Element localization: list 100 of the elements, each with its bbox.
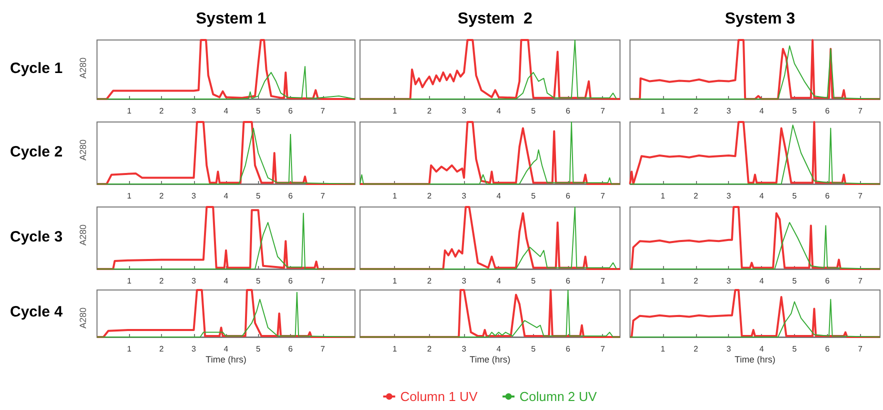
x-tick-label: 7 [320, 344, 326, 354]
x-tick-label: 5 [792, 192, 798, 200]
text: Cycle 4 [10, 304, 64, 320]
x-tick-label: 3 [726, 276, 732, 286]
x-tick-label: 5 [256, 276, 262, 286]
x-tick-label: 6 [288, 106, 294, 116]
x-tick-label: 3 [726, 192, 732, 200]
x-tick-label: 6 [825, 276, 830, 286]
x-tick-label: 1 [660, 106, 666, 116]
x-tick-label: 6 [288, 276, 294, 286]
y-axis-title: A280 [78, 57, 88, 79]
x-axis-title: Time (hrs) [206, 354, 246, 364]
x-tick-label: 6 [566, 344, 571, 354]
x-tick-label: 1 [660, 192, 666, 200]
x-tick-label: 7 [320, 192, 326, 200]
x-tick-label: 6 [566, 192, 571, 200]
x-tick-label: 2 [159, 344, 164, 354]
chart-title: System 2 [458, 10, 532, 28]
x-tick-label: 1 [392, 192, 398, 200]
x-tick-label: 5 [792, 276, 798, 286]
x-tick-label: 5 [531, 276, 536, 286]
x-tick-label: 1 [660, 276, 666, 286]
x-tick-label: 7 [600, 344, 606, 354]
x-tick-label: 6 [825, 192, 830, 200]
x-tick-label: 4 [496, 192, 502, 200]
x-tick-label: 1 [660, 344, 666, 354]
x-tick-label: 7 [600, 106, 606, 116]
x-tick-label: 1 [392, 276, 398, 286]
x-tick-label: 2 [427, 106, 432, 116]
x-tick-label: 2 [427, 276, 432, 286]
x-tick-label: 4 [759, 276, 764, 286]
x-tick-label: 1 [392, 106, 398, 116]
chart-title: System 1 [196, 10, 266, 28]
x-tick-label: 5 [531, 344, 536, 354]
x-tick-label: 3 [462, 106, 467, 116]
x-tick-label: 1 [127, 276, 132, 286]
x-tick-label: 2 [159, 106, 164, 116]
x-tick-label: 4 [224, 276, 229, 286]
x-tick-label: 6 [566, 106, 571, 116]
x-tick-label: 1 [127, 192, 132, 200]
x-tick-label: 6 [566, 276, 571, 286]
x-tick-label: 7 [600, 276, 606, 286]
x-axis-title: Time (hrs) [734, 354, 776, 364]
x-tick-label: 3 [192, 276, 197, 286]
x-tick-label: 5 [256, 192, 262, 200]
x-tick-label: 2 [694, 106, 699, 116]
y-axis-title: A280 [78, 139, 88, 161]
x-tick-label: 6 [825, 106, 830, 116]
x-tick-label: 3 [462, 344, 467, 354]
x-tick-label: 7 [320, 106, 326, 116]
x-tick-label: 5 [792, 106, 798, 116]
x-tick-label: 3 [192, 192, 197, 200]
x-tick-label: 2 [427, 344, 432, 354]
x-tick-label: 2 [694, 192, 699, 200]
x-axis-title: Time (hrs) [470, 354, 510, 364]
x-tick-label: 3 [726, 344, 732, 354]
x-tick-label: 6 [825, 344, 830, 354]
x-tick-label: 3 [192, 106, 197, 116]
x-tick-label: 4 [759, 192, 764, 200]
x-tick-label: 4 [496, 106, 502, 116]
x-tick-label: 2 [159, 192, 164, 200]
x-tick-label: 7 [858, 106, 864, 116]
y-axis-title: A280 [78, 307, 88, 329]
x-tick-label: 1 [127, 106, 132, 116]
x-tick-label: 5 [531, 192, 536, 200]
x-tick-label: 1 [127, 344, 132, 354]
x-tick-label: 3 [462, 192, 467, 200]
x-tick-label: 5 [256, 106, 262, 116]
chart-title: System 3 [724, 10, 796, 28]
x-tick-label: 5 [792, 344, 798, 354]
x-tick-label: 7 [600, 192, 606, 200]
legend-label: Column 2 UV [520, 389, 598, 404]
x-tick-label: 4 [224, 344, 229, 354]
x-tick-label: 2 [427, 192, 432, 200]
x-tick-label: 5 [256, 344, 262, 354]
x-tick-label: 4 [759, 106, 764, 116]
text: Cycle 2 [10, 144, 63, 160]
x-tick-label: 6 [288, 344, 294, 354]
x-tick-label: 4 [496, 344, 502, 354]
y-axis-title: A280 [78, 224, 88, 246]
x-tick-label: 3 [192, 344, 197, 354]
text: Cycle 1 [10, 60, 63, 77]
x-tick-label: 7 [320, 276, 326, 286]
x-tick-label: 4 [224, 192, 229, 200]
x-tick-label: 2 [159, 276, 164, 286]
x-tick-label: 4 [496, 276, 502, 286]
x-tick-label: 7 [858, 344, 864, 354]
x-tick-label: 7 [858, 276, 864, 286]
x-tick-label: 5 [531, 106, 536, 116]
x-tick-label: 2 [694, 276, 699, 286]
x-tick-label: 7 [858, 192, 864, 200]
legend-label: Column 1 UV [400, 389, 478, 404]
text: Cycle 3 [10, 228, 63, 246]
x-tick-label: 2 [694, 344, 699, 354]
x-tick-label: 6 [288, 192, 294, 200]
x-tick-label: 4 [759, 344, 764, 354]
x-tick-label: 3 [726, 106, 732, 116]
x-tick-label: 1 [392, 344, 398, 354]
x-tick-label: 3 [462, 276, 467, 286]
x-tick-label: 4 [224, 106, 229, 116]
